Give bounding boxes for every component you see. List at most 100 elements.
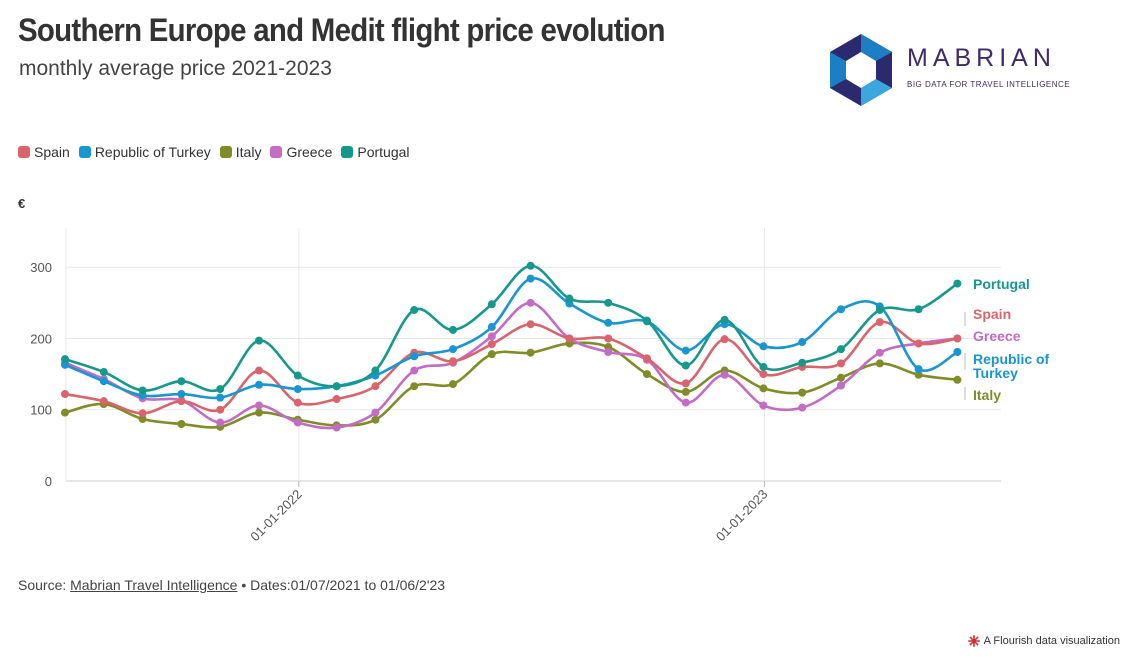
legend-swatch-italy xyxy=(219,146,232,158)
data-point-italy xyxy=(953,375,962,384)
data-point-greece xyxy=(410,366,419,375)
data-point-greece xyxy=(875,348,884,357)
data-point-portugal xyxy=(875,305,884,314)
data-point-greece xyxy=(371,408,380,417)
legend-item-greece[interactable]: Greece xyxy=(270,144,332,160)
data-point-italy xyxy=(487,350,496,359)
data-point-republic-of-turkey xyxy=(293,385,302,394)
data-point-republic-of-turkey xyxy=(449,345,457,354)
flourish-star-icon xyxy=(967,635,980,647)
data-point-portugal xyxy=(759,362,768,371)
data-point-greece xyxy=(216,418,225,427)
data-point-spain xyxy=(759,370,768,379)
data-point-republic-of-turkey xyxy=(216,393,225,402)
data-point-portugal xyxy=(410,305,419,314)
data-point-portugal xyxy=(61,355,69,364)
data-point-spain xyxy=(177,397,186,406)
legend-item-turkey[interactable]: Republic of Turkey xyxy=(78,144,211,160)
data-point-italy xyxy=(875,359,884,368)
data-point-greece xyxy=(255,401,263,410)
data-point-spain xyxy=(487,340,496,349)
data-point-spain xyxy=(875,318,884,327)
data-point-italy xyxy=(914,370,923,379)
end-label-portugal: Portugal xyxy=(973,276,1030,292)
data-point-portugal xyxy=(332,382,341,391)
legend-label-greece: Greece xyxy=(286,144,333,160)
data-point-portugal xyxy=(604,298,613,307)
data-point-spain xyxy=(914,339,923,348)
end-label-italy: Italy xyxy=(973,387,1001,403)
data-point-spain xyxy=(449,357,457,366)
data-point-italy xyxy=(798,388,807,397)
data-point-republic-of-turkey xyxy=(177,390,186,399)
data-point-greece xyxy=(293,418,302,427)
data-point-republic-of-turkey xyxy=(681,346,690,355)
data-point-portugal xyxy=(487,300,496,309)
legend-label-spain: Spain xyxy=(34,144,70,160)
data-point-spain xyxy=(604,334,613,343)
data-point-italy xyxy=(371,415,380,424)
data-point-spain xyxy=(837,359,845,368)
data-point-spain xyxy=(99,397,108,406)
data-point-portugal xyxy=(565,294,574,303)
data-point-portugal xyxy=(138,386,147,395)
data-point-italy xyxy=(449,380,457,389)
mabrian-logo-icon xyxy=(830,34,892,106)
data-point-portugal xyxy=(914,305,923,314)
data-point-republic-of-turkey xyxy=(759,342,768,351)
data-point-portugal xyxy=(255,336,263,345)
data-point-italy xyxy=(526,348,535,357)
data-point-portugal xyxy=(953,279,962,288)
x-tick-label: 01-01-2023 xyxy=(713,487,771,545)
data-point-spain xyxy=(565,334,574,343)
line-chart: 0 100 200 300 01-01-2022 01-01-2023 Portugal Sp… xyxy=(30,228,1050,545)
data-point-republic-of-turkey xyxy=(953,348,962,357)
logo-wordmark: MABRIAN xyxy=(907,44,1056,72)
data-point-greece xyxy=(798,403,807,412)
flourish-credit[interactable]: A Flourish data visualization xyxy=(967,635,1120,647)
data-point-portugal xyxy=(371,366,380,375)
end-label-greece: Greece xyxy=(973,328,1021,344)
data-point-republic-of-turkey xyxy=(61,360,69,369)
data-point-italy xyxy=(837,373,845,382)
legend-label-italy: Italy xyxy=(235,144,262,160)
data-point-portugal xyxy=(643,316,651,325)
data-point-spain xyxy=(332,395,341,404)
legend-item-portugal[interactable]: Portugal xyxy=(341,144,410,160)
legend-label-turkey: Republic of Turkey xyxy=(94,144,211,160)
y-axis-unit-label: € xyxy=(18,196,26,211)
series-line-italy xyxy=(64,341,958,429)
data-point-greece xyxy=(332,423,341,432)
source-prefix: Source: xyxy=(18,577,71,593)
end-label-republic-of-turkey: Republic of Turkey xyxy=(973,351,1050,381)
data-point-republic-of-turkey xyxy=(410,352,419,361)
logo-tagline: BIG DATA FOR TRAVEL INTELLIGENCE xyxy=(907,80,1071,89)
footer-source: Source: Mabrian Travel Intelligence • Da… xyxy=(18,577,445,593)
x-tick-label: 01-01-2022 xyxy=(247,487,305,545)
data-point-spain xyxy=(61,390,69,399)
mabrian-logo[interactable]: MABRIAN BIG DATA FOR TRAVEL INTELLIGENCE xyxy=(826,32,1076,108)
y-tick-label: 100 xyxy=(30,403,52,418)
legend-swatch-turkey xyxy=(78,146,91,158)
data-point-italy xyxy=(61,408,69,417)
legend: Spain Republic of Turkey Italy Greece Po… xyxy=(18,144,410,160)
data-point-spain xyxy=(720,335,729,344)
data-point-italy xyxy=(255,408,263,417)
chart-subtitle: monthly average price 2021-2023 xyxy=(19,57,332,80)
data-point-italy xyxy=(410,382,419,391)
series-line-portugal xyxy=(64,264,959,392)
legend-item-italy[interactable]: Italy xyxy=(219,144,262,160)
legend-item-spain[interactable]: Spain xyxy=(18,144,70,160)
data-point-republic-of-turkey xyxy=(487,323,496,332)
chart-title: Southern Europe and Medit flight price e… xyxy=(18,12,665,48)
y-tick-label: 300 xyxy=(30,260,52,275)
data-point-greece xyxy=(526,298,535,307)
data-point-republic-of-turkey xyxy=(837,305,845,314)
legend-swatch-portugal xyxy=(341,146,354,158)
data-point-republic-of-turkey xyxy=(526,274,535,283)
data-point-portugal xyxy=(798,358,807,367)
legend-swatch-spain xyxy=(18,146,30,158)
data-point-portugal xyxy=(177,377,186,386)
data-point-greece xyxy=(681,398,690,407)
source-link[interactable]: Mabrian Travel Intelligence xyxy=(70,577,238,593)
